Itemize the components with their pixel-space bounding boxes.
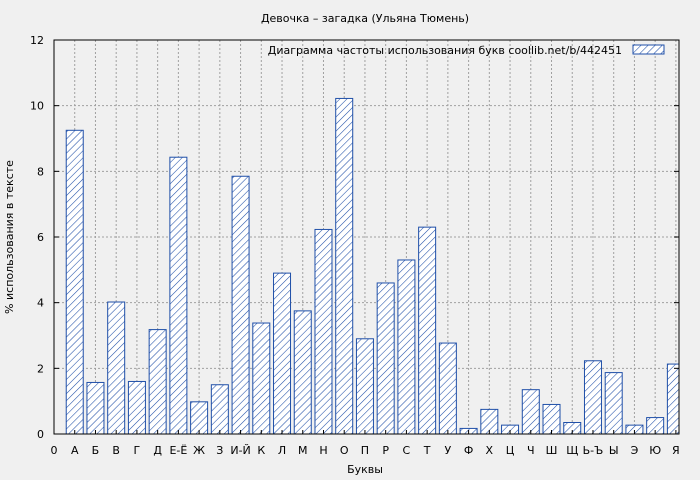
y-tick-label: 0 <box>37 428 44 441</box>
y-tick-label: 10 <box>30 100 44 113</box>
bar-М <box>293 310 312 435</box>
axes <box>53 39 680 435</box>
bar-Я <box>666 363 680 435</box>
y-tick-label: 12 <box>30 34 44 47</box>
x-tick-label: Р <box>382 444 389 457</box>
bar-Ы <box>604 372 623 435</box>
plot-frame <box>53 39 680 435</box>
bar-А <box>65 129 84 435</box>
x-tick-label: Т <box>423 444 431 457</box>
chart-title: Девочка – загадка (Ульяна Тюмень) <box>261 12 469 25</box>
bar-Р <box>376 282 395 435</box>
x-tick-label: Э <box>631 444 639 457</box>
bar-Л <box>273 272 292 435</box>
x-tick-label: Х <box>486 444 494 457</box>
x-tick-label: Е-Ё <box>169 444 187 457</box>
bar-О <box>335 97 354 435</box>
bar-Е-Ё <box>169 156 188 435</box>
bar-К <box>252 322 271 435</box>
x-tick-label: Ч <box>527 444 535 457</box>
legend-swatch <box>632 44 665 55</box>
x-tick-label-start: 0 <box>51 444 58 457</box>
x-tick-label: Ж <box>193 444 205 457</box>
y-tick-labels: 0 2 4 6 8 10 12 <box>30 34 44 441</box>
bar-Ж <box>190 401 209 435</box>
bar-У <box>438 342 457 435</box>
bar-И-Й <box>231 175 250 435</box>
legend-label: Диаграмма частоты использования букв coo… <box>268 44 622 57</box>
bar-Г <box>127 380 146 435</box>
bar-Ь-Ъ <box>583 360 602 435</box>
y-axis-title: % использования в тексте <box>3 160 16 314</box>
bar-Д <box>148 329 167 435</box>
x-tick-label: Л <box>278 444 286 457</box>
x-tick-label: З <box>216 444 223 457</box>
legend: Диаграмма частоты использования букв coo… <box>268 44 665 57</box>
bar-Б <box>86 381 105 435</box>
x-tick-label: М <box>298 444 308 457</box>
y-tick-label: 2 <box>37 362 44 375</box>
x-tick-label: К <box>257 444 265 457</box>
x-tick-label: Ь-Ъ <box>583 444 604 457</box>
x-tick-label: Д <box>153 444 162 457</box>
x-axis-title: Буквы <box>347 463 383 476</box>
x-tick-label: В <box>112 444 120 457</box>
x-tick-label: Б <box>92 444 100 457</box>
bar-Т <box>418 226 437 435</box>
bar-С <box>397 259 416 435</box>
x-tick-label: Ы <box>609 444 619 457</box>
x-tick-label: У <box>445 444 452 457</box>
x-tick-label: П <box>361 444 369 457</box>
bar-Н <box>314 228 333 435</box>
bar-Ш <box>542 403 561 435</box>
x-tick-labels: 0 А Б В Г Д Е-Ё Ж З И-Й К Л М Н О П Р С Т У Ф Х Ц Ч Ш Щ Ь-Ъ Ы Э Ю Я <box>51 444 680 457</box>
y-tick-label: 4 <box>37 297 44 310</box>
x-tick-label: А <box>71 444 79 457</box>
y-tick-label: 8 <box>37 165 44 178</box>
bar-П <box>355 338 374 435</box>
x-tick-label: Ю <box>649 444 661 457</box>
bar-В <box>107 301 126 435</box>
x-tick-label: Г <box>134 444 141 457</box>
x-tick-label: Ц <box>506 444 515 457</box>
x-tick-label: Щ <box>566 444 578 457</box>
x-tick-label: О <box>340 444 349 457</box>
x-tick-label: И-Й <box>230 444 250 457</box>
bar-Ч <box>521 389 540 435</box>
x-tick-label: Я <box>672 444 680 457</box>
y-tick-label: 6 <box>37 231 44 244</box>
x-tick-label: Н <box>319 444 327 457</box>
x-tick-label: С <box>403 444 411 457</box>
x-tick-label: Ф <box>464 444 473 457</box>
x-tick-label: Ш <box>546 444 558 457</box>
bar-З <box>210 384 229 435</box>
